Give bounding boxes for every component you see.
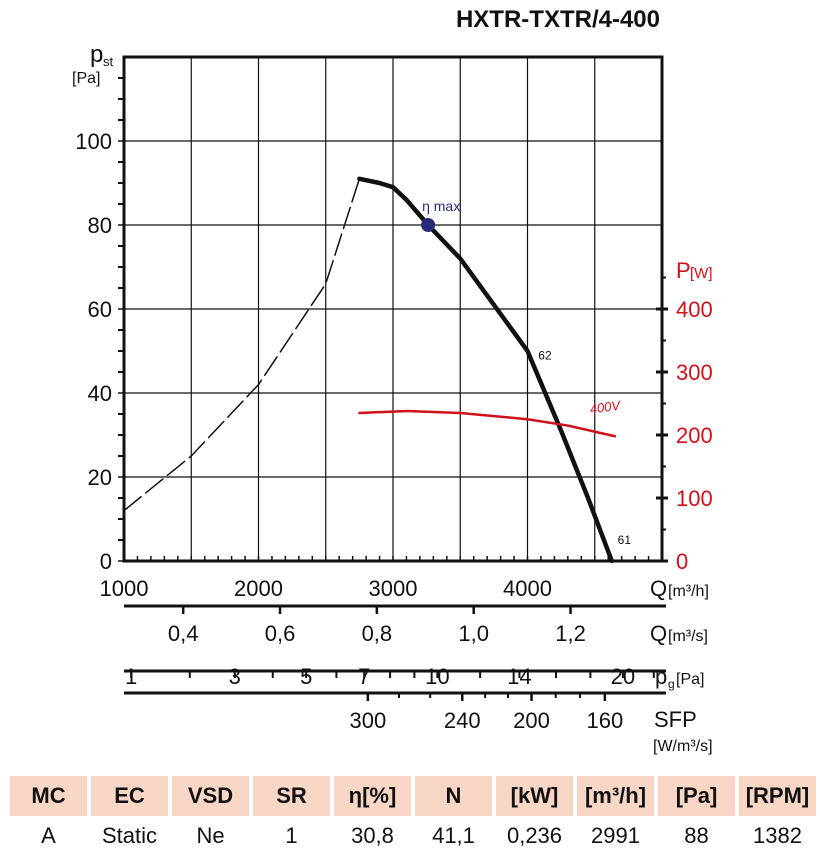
- qs-tick-label: 0,6: [265, 621, 296, 646]
- qs-axis-unit: [m³/s]: [668, 628, 708, 645]
- y2-tick-label: 400: [676, 297, 713, 322]
- qs-tick-label: 1,2: [555, 621, 586, 646]
- y-tick-label: 20: [88, 465, 112, 490]
- pg-tick-label: 20: [611, 664, 635, 689]
- qs-axis-label: Q: [650, 621, 667, 646]
- sfp-tick-label: 200: [513, 708, 550, 733]
- y2-axis-unit: [W]: [690, 265, 713, 282]
- sfp-tick-label: 160: [586, 708, 623, 733]
- val-n: 41,1: [432, 823, 475, 848]
- sfp-axis-unit: [W/m³/s]: [653, 738, 713, 755]
- col-ec: EC: [91, 776, 168, 816]
- table-header-row: MC EC VSD SR η[%] N [kW] [m³/h] [Pa] [RP…: [10, 776, 816, 816]
- pg-axis-unit: [Pa]: [676, 671, 704, 688]
- col-flow: [m³/h]: [577, 776, 654, 816]
- col-kw: [kW]: [496, 776, 573, 816]
- y-tick-label: 100: [75, 129, 112, 154]
- chart-title: HXTR-TXTR/4-400: [455, 6, 660, 33]
- y-tick-label: 0: [100, 549, 112, 574]
- val-eta: 30,8: [351, 823, 394, 848]
- series-line-400v: [358, 409, 617, 438]
- qh-tick-label: 3000: [369, 576, 418, 601]
- val-pa: 88: [684, 823, 709, 848]
- sfp-tick-label: 240: [444, 708, 481, 733]
- y-axis-unit: [Pa]: [72, 70, 100, 87]
- val-mc: A: [41, 823, 56, 848]
- y2-tick-label: 100: [676, 486, 713, 511]
- y2-tick-label: 300: [676, 360, 713, 385]
- series-line-62: [357, 176, 615, 564]
- qs-tick-label: 1,0: [458, 621, 489, 646]
- table-row: A Static Ne 1 30,8 41,1 0,236 2991 88 13…: [10, 816, 816, 856]
- col-pa: [Pa]: [658, 776, 735, 816]
- eta-max-point: [421, 218, 436, 232]
- qh-axis-label: Q: [650, 576, 667, 601]
- qh-tick-label: 2000: [234, 576, 283, 601]
- qs-tick-label: 0,8: [362, 621, 393, 646]
- sfp-tick-label: 300: [349, 708, 386, 733]
- pg-tick-label: 7: [358, 664, 370, 689]
- curve-label: 400V: [589, 398, 622, 417]
- sfp-axis-label: SFP: [654, 707, 697, 732]
- val-kw: 0,236: [506, 823, 563, 848]
- eta-max-label: η max: [422, 198, 460, 214]
- val-ec: Static: [101, 823, 158, 848]
- pg-tick-label: 10: [425, 664, 449, 689]
- y-tick-label: 60: [88, 297, 112, 322]
- col-n: N: [415, 776, 492, 816]
- col-eta: η[%]: [334, 776, 411, 816]
- col-vsd: VSD: [172, 776, 249, 816]
- qh-axis-unit: [m³/h]: [668, 583, 709, 600]
- pg-axis-label-sub: g: [668, 677, 675, 691]
- y-axis-label: p: [90, 41, 103, 68]
- performance-table: MC EC VSD SR η[%] N [kW] [m³/h] [Pa] [RP…: [6, 776, 820, 856]
- val-rpm: 1382: [753, 823, 802, 848]
- y2-tick-label: 0: [676, 549, 688, 574]
- series-line-stall: [123, 178, 361, 512]
- pg-tick-label: 1: [125, 664, 137, 689]
- val-sr: 1: [285, 823, 298, 848]
- qh-tick-label: 1000: [100, 576, 149, 601]
- y-axis-label-sub: st: [103, 54, 114, 69]
- curve-label: 61: [618, 533, 632, 547]
- qs-tick-label: 0,4: [168, 621, 199, 646]
- val-flow: 2991: [591, 823, 640, 848]
- y2-axis-label: P: [676, 258, 691, 283]
- val-vsd: Ne: [196, 823, 225, 848]
- curve-label: 62: [538, 348, 552, 362]
- qh-tick-label: 4000: [503, 576, 552, 601]
- col-mc: MC: [10, 776, 87, 816]
- pg-tick-label: 14: [507, 664, 531, 689]
- y-tick-label: 80: [88, 213, 112, 238]
- pg-tick-label: 5: [300, 664, 312, 689]
- col-sr: SR: [253, 776, 330, 816]
- y-tick-label: 40: [88, 381, 112, 406]
- pg-axis-label: p: [655, 664, 667, 689]
- col-rpm: [RPM]: [739, 776, 816, 816]
- pg-tick-label: 3: [229, 664, 241, 689]
- y2-tick-label: 200: [676, 423, 713, 448]
